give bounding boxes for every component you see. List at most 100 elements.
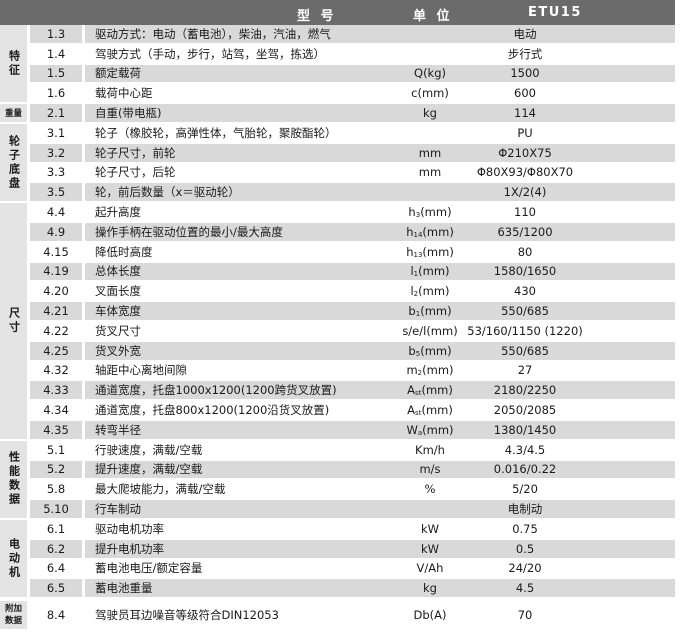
row-content-cell: 叉面长度 l2(mm) 430 [95, 284, 536, 299]
row-number: 4.9 [46, 224, 66, 239]
row-number: 4.4 [46, 205, 66, 220]
table-row: 6.4 蓄电池电压/额定容量 V/Ah 24/20 [30, 560, 675, 580]
row-description: 行驶速度，满载/空载 [95, 442, 203, 457]
row-number: 3.2 [46, 145, 66, 160]
table-row: 3.3 轮子尺寸，后轮 mm Φ80X93/Φ80X70 [30, 164, 675, 184]
row-number: 6.1 [46, 521, 66, 536]
table-row: 1.6 载荷中心距 c(mm) 600 [30, 84, 675, 104]
row-description: 蓄电池重量 [95, 581, 153, 596]
row-number: 6.4 [46, 561, 66, 576]
table-row: 4.15 降低时高度 h13(mm) 80 [30, 243, 675, 263]
row-content-cell: 轴距中心离地间隙 m2(mm) 27 [95, 363, 533, 378]
row-description: 货叉外宽 [95, 343, 141, 358]
row-number-cell: 1.3 [30, 25, 82, 43]
row-content-cell: 货叉外宽 b5(mm) 550/685 [85, 341, 675, 360]
row-number: 4.15 [43, 244, 69, 259]
category-label: 性能数据 [0, 440, 27, 518]
row-content-cell: 操作手柄在驱动位置的最小/最大高度 h14(mm) 635/1200 [85, 223, 675, 241]
row-number-cell: 4.4 [30, 203, 82, 221]
row-number-cell: 4.35 [30, 421, 82, 439]
row-content-cell: 提升速度，满载/空载 m/s 0.016/0.22 [85, 460, 675, 479]
row-number: 3.5 [46, 185, 66, 200]
table-row: 4.21 车体宽度 b1(mm) 550/685 [30, 302, 675, 322]
row-content-cell: 起升高度 h3(mm) 110 [95, 205, 536, 220]
row-content-cell: 载荷中心距 c(mm) 600 [95, 86, 536, 101]
row-number: 4.20 [43, 284, 69, 299]
table-row: 4.35 转弯半径 Wa(mm) 1380/1450 [30, 421, 675, 441]
row-number: 6.2 [46, 541, 66, 556]
row-description: 驱动电机功率 [95, 521, 164, 536]
row-content-cell: 转弯半径 Wa(mm) 1380/1450 [85, 421, 675, 439]
row-number-cell: 4.33 [30, 381, 82, 400]
row-content-cell: 轮子（橡胶轮，高弹性体，气胎轮，聚胺酯轮） PU [95, 125, 533, 140]
row-description: 驱动方式：电动（蓄电池），柴油，汽油，燃气 [95, 26, 331, 41]
row-content-cell: 额定载荷 Q(kg) 1500 [85, 64, 675, 83]
row-description: 蓄电池电压/额定容量 [95, 561, 203, 576]
row-content-cell: 轮，前后数量（x＝驱动轮） 1X/2(4) [85, 183, 675, 202]
table-row: 4.19 总体长度 l1(mm) 1580/1650 [30, 262, 675, 283]
row-number: 3.3 [46, 165, 66, 180]
row-number-cell: 5.1 [30, 441, 82, 459]
row-description: 提升电机功率 [95, 541, 164, 556]
row-number: 5.8 [46, 482, 66, 497]
table-row: 4.34 通道宽度，托盘800x1200(1200沿货叉放置) Ast(mm) … [30, 401, 675, 421]
table-row: 5.1 行驶速度，满载/空载 Km/h 4.3/4.5 [30, 441, 675, 461]
table-row: 4.9 操作手柄在驱动位置的最小/最大高度 h14(mm) 635/1200 [30, 223, 675, 243]
table-row: 8.4 驾驶员耳边噪音等级符合DIN12053 Db(A) 70 [30, 601, 675, 631]
row-description: 货叉尺寸 [95, 323, 141, 338]
row-content-cell: 行车制动 电制动 [85, 500, 675, 518]
row-number: 8.4 [46, 608, 66, 623]
row-description: 转弯半径 [95, 422, 141, 437]
row-description: 行车制动 [95, 502, 141, 517]
row-description: 操作手柄在驱动位置的最小/最大高度 [95, 224, 283, 239]
table-row: 2.1 自重(带电瓶) kg 114 [30, 104, 675, 124]
row-number: 4.25 [43, 343, 69, 358]
row-description: 通道宽度，托盘800x1200(1200沿货叉放置) [95, 403, 330, 418]
row-number: 4.35 [43, 422, 69, 437]
row-description: 降低时高度 [95, 244, 153, 259]
row-description: 轮子尺寸，后轮 [95, 165, 176, 180]
row-number: 4.21 [43, 304, 69, 319]
category-label: 重量 [0, 104, 27, 122]
row-number-cell: 4.25 [30, 341, 82, 360]
row-content-cell: 通道宽度，托盘1000x1200(1200跨货叉放置) Ast(mm) 2180… [85, 381, 675, 400]
row-content-cell: 行驶速度，满载/空载 Km/h 4.3/4.5 [95, 442, 546, 457]
table-row: 4.20 叉面长度 l2(mm) 430 [30, 282, 675, 302]
table-row: 4.4 起升高度 h3(mm) 110 [30, 203, 675, 223]
row-content-cell: 降低时高度 h13(mm) 80 [95, 244, 533, 259]
table-row: 3.5 轮，前后数量（x＝驱动轮） 1X/2(4) [30, 183, 675, 203]
row-number-cell: 4.19 [30, 262, 82, 281]
row-description: 轮子尺寸，前轮 [95, 145, 176, 160]
row-number-cell: 3.2 [30, 143, 82, 162]
row-content-cell: 轮子尺寸，前轮 mm Φ210X75 [85, 143, 675, 162]
row-description: 车体宽度 [95, 304, 141, 319]
row-content-cell: 货叉尺寸 s/e/l(mm) 53/160/1150 (1220) [95, 323, 583, 338]
row-number-cell: 5.2 [30, 460, 82, 479]
row-number: 1.5 [46, 66, 66, 81]
row-description: 轴距中心离地间隙 [95, 363, 187, 378]
header-value: ETU15 [528, 5, 582, 20]
row-number-cell: 3.5 [30, 183, 82, 202]
row-number: 4.33 [43, 383, 69, 398]
row-description: 驾驶员耳边噪音等级符合DIN12053 [95, 608, 279, 623]
row-description: 轮，前后数量（x＝驱动轮） [95, 185, 240, 200]
row-content-cell: 提升电机功率 kW 0.5 [85, 539, 675, 558]
table-row: 4.25 货叉外宽 b5(mm) 550/685 [30, 341, 675, 362]
header-unit: 单 位 [413, 9, 453, 24]
table-row: 1.3 驱动方式：电动（蓄电池），柴油，汽油，燃气 电动 [30, 25, 675, 45]
row-number-cell: 5.8 [30, 480, 82, 498]
row-content-cell: 总体长度 l1(mm) 1580/1650 [85, 262, 675, 281]
row-number: 4.19 [43, 264, 69, 279]
row-content-cell: 驱动方式：电动（蓄电池），柴油，汽油，燃气 电动 [85, 25, 675, 43]
table-row: 6.2 提升电机功率 kW 0.5 [30, 539, 675, 560]
row-number: 1.3 [46, 26, 66, 41]
row-description: 额定载荷 [95, 66, 141, 81]
row-content-cell: 蓄电池重量 kg 4.5 [85, 579, 675, 598]
table-row: 5.8 最大爬坡能力，满载/空载 % 5/20 [30, 480, 675, 500]
row-number-cell: 4.22 [30, 322, 82, 340]
row-description: 最大爬坡能力，满载/空载 [95, 482, 226, 497]
row-number: 5.2 [46, 462, 66, 477]
row-number: 3.1 [46, 125, 66, 140]
table-row: 3.1 轮子（橡胶轮，高弹性体，气胎轮，聚胺酯轮） PU [30, 124, 675, 144]
